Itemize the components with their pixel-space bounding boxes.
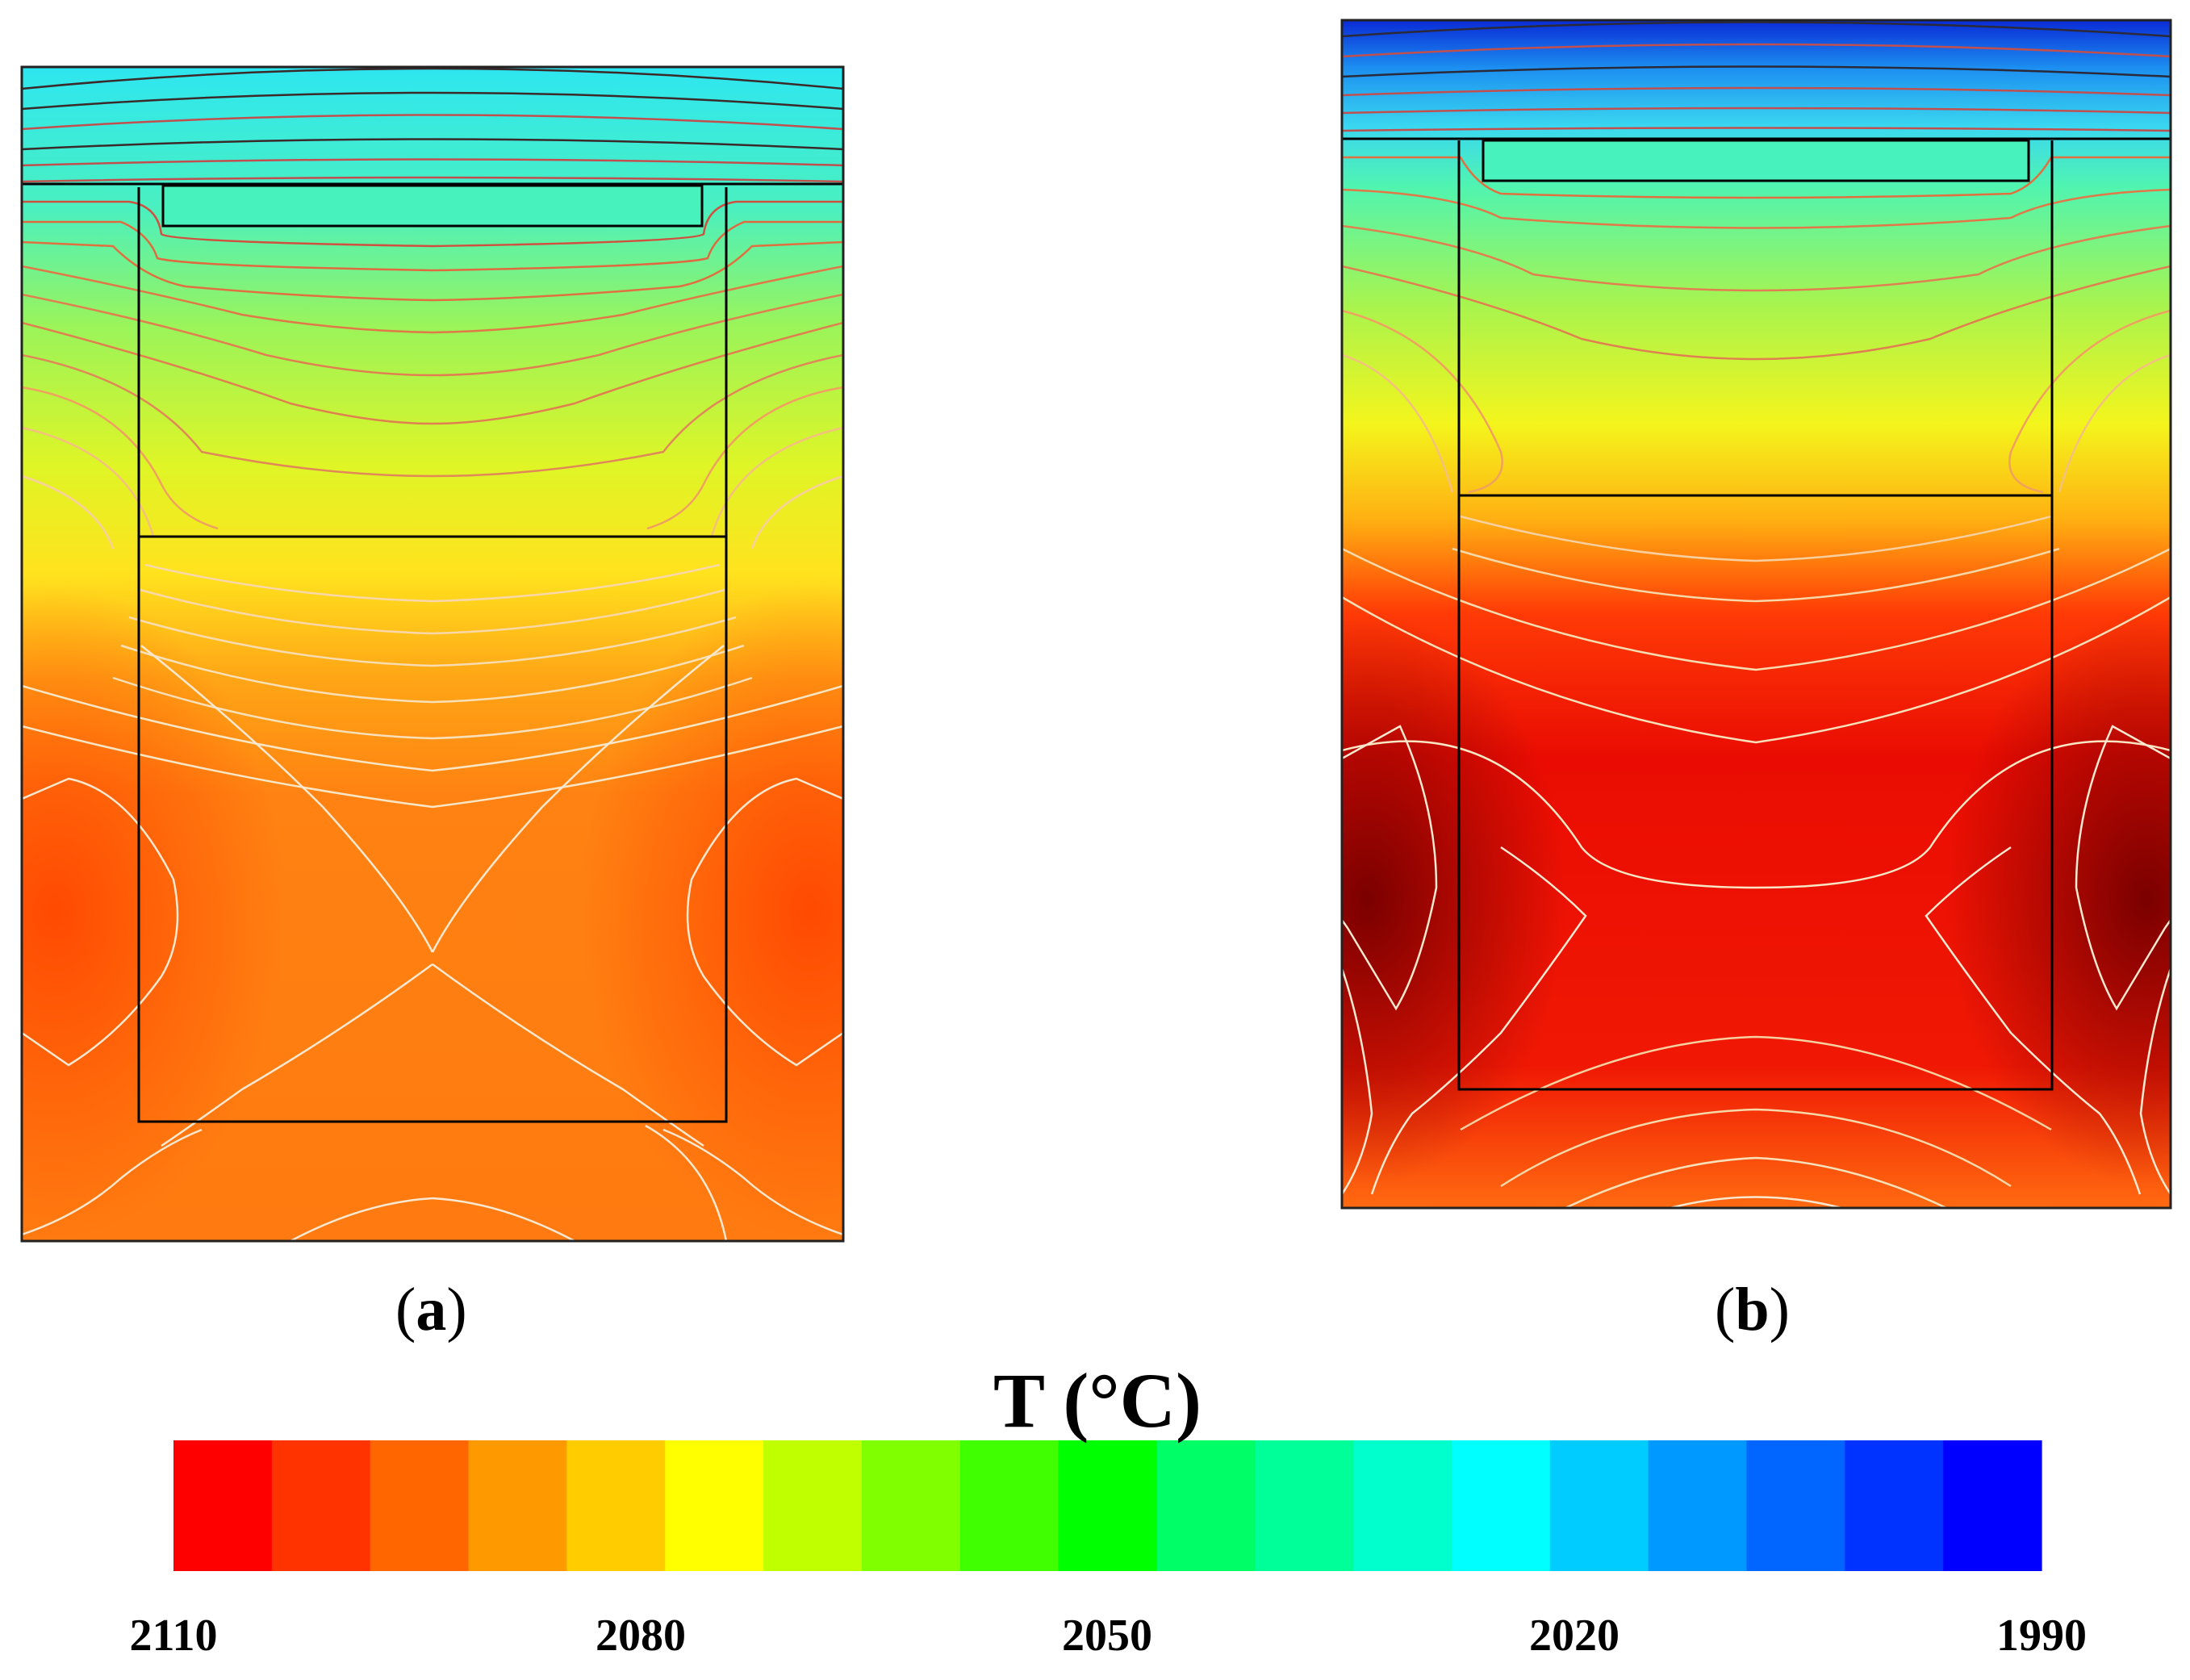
colorbar-swatch [1255,1440,1354,1571]
panel-b-frame [1340,19,2172,1210]
colorbar-title: T (°C) [993,1357,1202,1444]
colorbar-swatch [1746,1440,1845,1571]
colorbar-swatch [566,1440,666,1571]
panel-a-label: (a) [395,1276,467,1344]
colorbar-tick-1990: 1990 [1996,1611,2087,1661]
colorbar-swatch [1845,1440,1944,1571]
colorbar-swatch [370,1440,470,1571]
panel-a-frame [20,65,845,1243]
panel-a-hotspot-right [22,67,843,1241]
colorbar-swatch [173,1440,273,1571]
colorbar-swatch [468,1440,567,1571]
colorbar-swatch [665,1440,764,1571]
colorbar-swatch [1648,1440,1748,1571]
panel-a-heatmap [20,65,845,1243]
colorbar-swatch [959,1440,1059,1571]
colorbar-tick-2020: 2020 [1529,1611,1620,1661]
colorbar-tick-2110: 2110 [129,1611,218,1661]
panel-b-contours [1342,21,2171,1208]
colorbar-swatch [1451,1440,1551,1571]
panel-b-hotspot-right [1342,20,2171,1208]
colorbar-swatch [1353,1440,1452,1571]
colorbar-tick-2050: 2050 [1062,1611,1152,1661]
panel-a-contours [22,67,843,1241]
colorbar-tick-2080: 2080 [596,1611,686,1661]
colorbar-swatch [1058,1440,1158,1571]
colorbar-swatch [271,1440,371,1571]
panel-b-label: (b) [1715,1276,1790,1344]
panel-b-crucible [1457,140,2054,1091]
panel-a-top-slab [161,184,704,228]
panel-a-crucible [137,187,728,1123]
colorbar-swatch [1549,1440,1649,1571]
colorbar-swatch [861,1440,961,1571]
colorbar-swatch [763,1440,863,1571]
colorbar-swatch [1156,1440,1256,1571]
panel-b-heatmap [1340,19,2172,1210]
colorbar-swatch [1943,1440,2042,1571]
colorbar [173,1440,2042,1571]
panel-b-top-slab [1482,139,2030,182]
